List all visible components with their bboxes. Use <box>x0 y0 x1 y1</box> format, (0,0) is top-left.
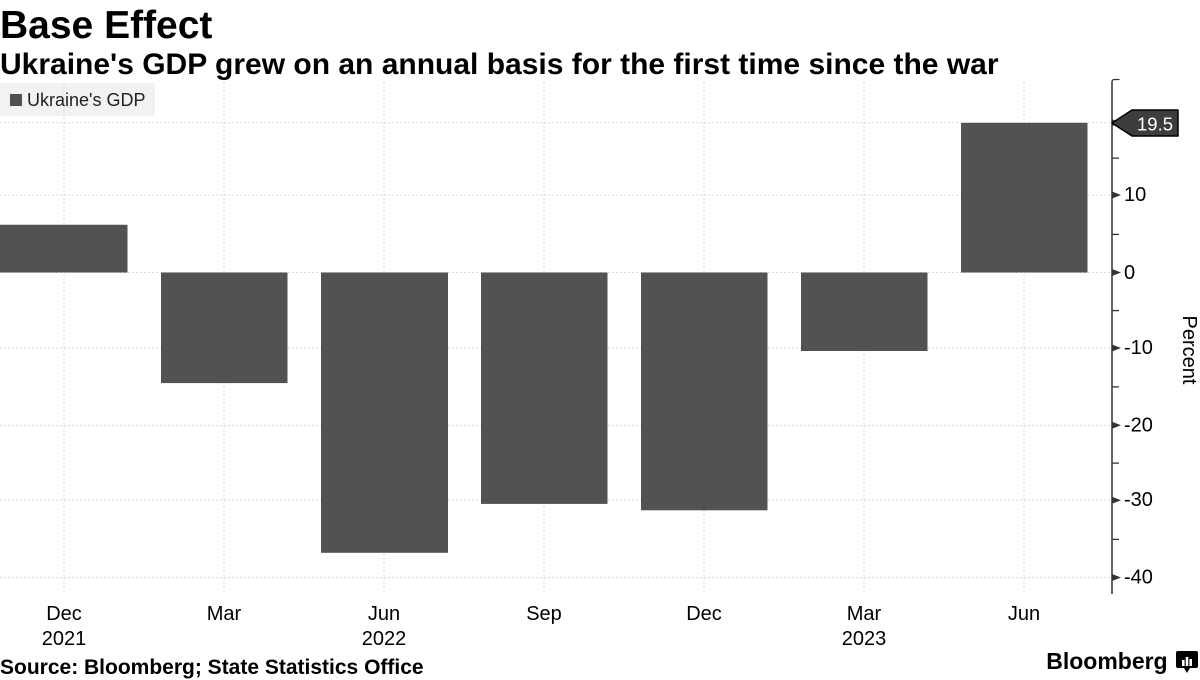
svg-text:Sep: Sep <box>526 603 562 625</box>
svg-text:Dec: Dec <box>686 603 722 625</box>
svg-text:Mar: Mar <box>847 603 882 625</box>
svg-text:Mar: Mar <box>207 603 242 625</box>
svg-text:-10: -10 <box>1124 337 1153 359</box>
svg-text:19.5: 19.5 <box>1137 114 1173 135</box>
svg-text:-40: -40 <box>1124 567 1153 589</box>
svg-text:-20: -20 <box>1124 415 1153 437</box>
svg-text:10: 10 <box>1124 184 1146 206</box>
svg-text:2023: 2023 <box>842 628 887 650</box>
svg-text:Dec: Dec <box>46 603 82 625</box>
svg-text:Jun: Jun <box>368 603 400 625</box>
svg-text:Percent: Percent <box>1178 316 1200 385</box>
svg-text:0: 0 <box>1124 262 1135 284</box>
svg-text:-30: -30 <box>1124 489 1153 511</box>
svg-text:2021: 2021 <box>42 628 87 650</box>
svg-text:Jun: Jun <box>1008 603 1040 625</box>
svg-text:2022: 2022 <box>362 628 407 650</box>
